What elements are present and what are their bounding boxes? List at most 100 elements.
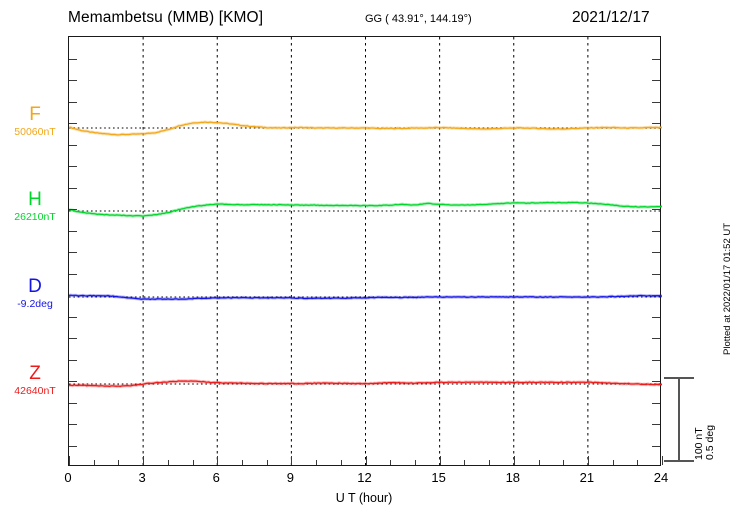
x-tick-major bbox=[439, 456, 441, 465]
y-tick bbox=[652, 424, 660, 425]
y-tick bbox=[69, 166, 77, 167]
x-tick-label: 3 bbox=[138, 470, 146, 485]
x-tick-major bbox=[662, 456, 663, 465]
component-symbol-d: D bbox=[28, 276, 42, 297]
geographic-coordinates: GG ( 43.91°, 144.19°) bbox=[365, 13, 472, 25]
scale-bar-top-cap bbox=[664, 377, 694, 379]
y-tick bbox=[69, 230, 77, 232]
x-tick-minor bbox=[414, 460, 416, 465]
y-tick bbox=[69, 445, 77, 447]
y-tick bbox=[652, 381, 660, 382]
x-tick-minor bbox=[489, 460, 490, 465]
y-tick bbox=[69, 123, 77, 124]
x-tick-minor bbox=[266, 460, 268, 465]
x-tick-label: 9 bbox=[286, 470, 295, 485]
x-tick-minor bbox=[340, 460, 342, 465]
scale-label-deg: 0.5 deg bbox=[704, 424, 716, 460]
y-tick bbox=[69, 144, 77, 146]
gridlines bbox=[142, 37, 589, 467]
x-tick-label: 12 bbox=[357, 470, 372, 485]
x-tick-minor bbox=[316, 460, 318, 465]
y-tick bbox=[69, 381, 77, 382]
component-symbol-h: H bbox=[28, 189, 42, 210]
y-tick bbox=[652, 445, 660, 447]
x-tick-major bbox=[69, 456, 70, 465]
y-tick bbox=[69, 209, 77, 210]
x-tick-label: 15 bbox=[431, 470, 446, 485]
y-tick bbox=[652, 252, 660, 253]
component-label-f: F 50060nT bbox=[4, 105, 66, 139]
x-tick-label: 18 bbox=[505, 470, 521, 485]
y-tick bbox=[69, 101, 77, 103]
y-tick bbox=[652, 58, 660, 60]
x-tick-minor bbox=[464, 460, 466, 465]
y-tick bbox=[69, 58, 77, 60]
y-tick bbox=[652, 359, 660, 361]
x-tick-major bbox=[217, 456, 219, 465]
y-tick bbox=[69, 359, 77, 361]
x-tick-label: 21 bbox=[579, 470, 595, 485]
component-baseline-f: 50060nT bbox=[14, 126, 56, 138]
x-tick-minor bbox=[192, 460, 194, 465]
x-tick-label: 24 bbox=[653, 470, 669, 485]
x-tick-major bbox=[143, 456, 145, 465]
x-tick-major bbox=[513, 456, 515, 465]
trace-d bbox=[69, 294, 662, 300]
trace-h bbox=[69, 201, 662, 217]
component-label-h: H 26210nT bbox=[4, 190, 66, 224]
x-tick-minor bbox=[612, 460, 614, 465]
scale-bar bbox=[678, 377, 680, 461]
x-tick-minor bbox=[118, 460, 120, 465]
x-tick-major bbox=[291, 456, 293, 465]
x-tick-major bbox=[587, 456, 589, 465]
component-symbol-z: Z bbox=[29, 363, 41, 384]
x-tick-minor bbox=[93, 460, 95, 465]
x-tick-label: 0 bbox=[64, 470, 72, 485]
y-tick bbox=[652, 316, 660, 318]
y-tick bbox=[652, 144, 660, 146]
y-tick bbox=[652, 273, 660, 275]
y-tick bbox=[652, 402, 660, 404]
component-symbol-f: F bbox=[29, 104, 41, 125]
y-tick bbox=[652, 230, 660, 232]
component-label-z: Z 42640nT bbox=[4, 364, 66, 398]
y-tick bbox=[69, 316, 77, 318]
y-tick bbox=[69, 424, 77, 425]
component-baseline-z: 42640nT bbox=[14, 385, 56, 397]
y-tick bbox=[652, 166, 660, 167]
component-label-d: D -9.2deg bbox=[4, 277, 66, 311]
y-tick bbox=[69, 295, 77, 296]
x-tick-minor bbox=[390, 460, 392, 465]
y-tick bbox=[652, 101, 660, 103]
y-tick bbox=[652, 80, 660, 81]
y-tick bbox=[652, 295, 660, 296]
y-tick bbox=[69, 402, 77, 404]
y-tick bbox=[69, 80, 77, 81]
observation-date: 2021/12/17 bbox=[572, 9, 650, 26]
x-tick-minor bbox=[563, 460, 565, 465]
trace-z bbox=[69, 380, 662, 387]
scale-bar-bottom-cap bbox=[664, 460, 694, 462]
x-tick-major bbox=[365, 456, 367, 465]
x-tick-minor bbox=[167, 460, 169, 465]
x-tick-minor bbox=[242, 460, 243, 465]
trace-f bbox=[69, 121, 662, 136]
y-tick bbox=[69, 273, 77, 275]
y-tick bbox=[69, 187, 77, 189]
magnetogram-plot-area bbox=[68, 36, 663, 467]
component-baseline-d: -9.2deg bbox=[17, 298, 53, 310]
y-tick bbox=[69, 252, 77, 253]
y-tick bbox=[69, 338, 77, 339]
y-tick bbox=[652, 123, 660, 124]
y-tick bbox=[652, 187, 660, 189]
y-tick bbox=[652, 338, 660, 339]
component-baseline-h: 26210nT bbox=[14, 211, 56, 223]
plotted-timestamp: Plotted at 2022/01/17 01:52 UT bbox=[722, 222, 730, 355]
baseline-references bbox=[69, 127, 662, 385]
page-title: Memambetsu (MMB) [KMO] bbox=[68, 9, 264, 26]
x-axis-title: U T (hour) bbox=[335, 491, 393, 505]
y-tick bbox=[652, 209, 660, 210]
magnetogram-traces bbox=[69, 37, 662, 467]
scale-bar-label: 100 nT 0.5 deg bbox=[693, 390, 716, 460]
